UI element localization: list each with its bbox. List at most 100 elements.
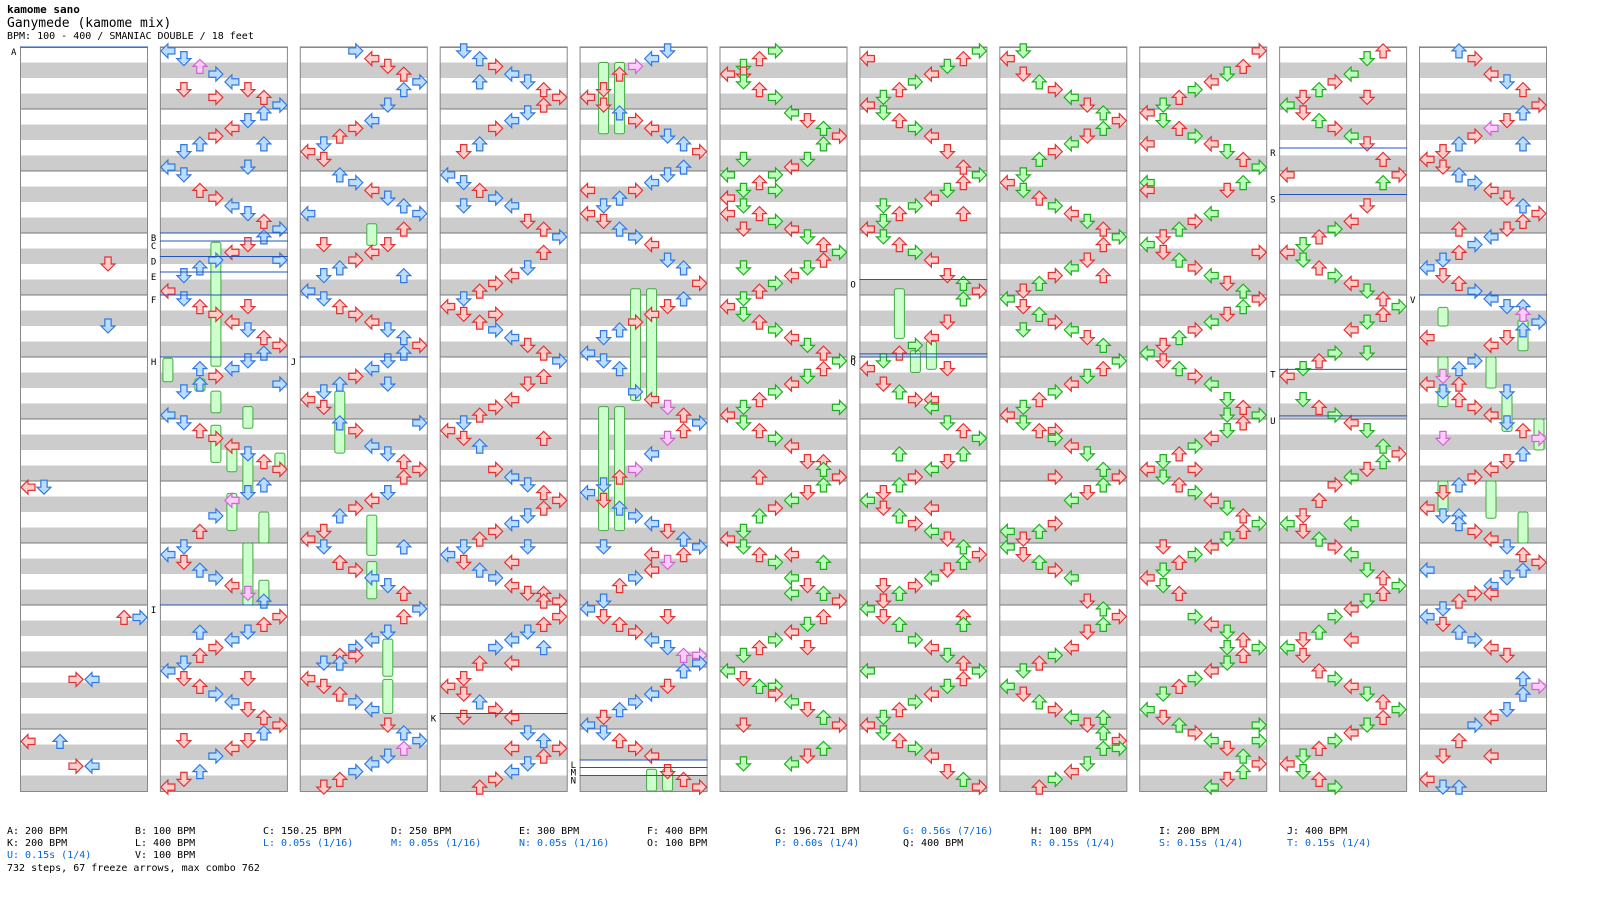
step-arrow — [455, 671, 473, 687]
step-arrow — [379, 97, 397, 113]
beat-band — [1139, 372, 1268, 388]
step-arrow — [1094, 709, 1112, 725]
step-arrow — [1343, 274, 1359, 292]
beat-band — [439, 558, 568, 574]
step-arrow — [1310, 112, 1328, 129]
step-arrow — [735, 66, 752, 82]
step-arrow — [1030, 306, 1048, 322]
step-arrow — [379, 237, 397, 253]
beat-band — [1419, 775, 1547, 791]
step-arrow — [1170, 717, 1188, 733]
step-arrow — [1310, 663, 1328, 679]
step-arrow — [611, 616, 629, 632]
beat-band — [1139, 713, 1268, 729]
step-arrow — [1063, 708, 1079, 726]
bpm-marker-label: C — [151, 242, 156, 252]
beat-band — [1419, 465, 1547, 481]
step-arrow — [1483, 577, 1499, 595]
step-arrow — [595, 353, 613, 369]
step-arrow — [1094, 360, 1112, 377]
step-arrow — [643, 236, 660, 254]
step-arrow — [1514, 298, 1532, 315]
step-arrow — [1498, 570, 1516, 586]
step-arrow — [719, 65, 736, 83]
step-arrow — [1094, 120, 1112, 136]
beat-band — [719, 93, 848, 109]
step-arrow — [783, 104, 800, 122]
beat-band — [1419, 403, 1547, 419]
step-arrow — [1047, 383, 1064, 401]
step-arrow — [1203, 135, 1219, 153]
step-arrow — [643, 561, 660, 579]
step-arrow — [348, 119, 364, 137]
beat-band — [579, 186, 708, 202]
step-arrow — [923, 189, 940, 207]
step-arrow — [874, 376, 892, 392]
step-arrow — [1279, 367, 1295, 385]
step-arrow — [767, 429, 784, 447]
step-arrow — [1374, 306, 1392, 322]
bpm-marker-label: U — [1270, 417, 1275, 427]
column-border — [20, 47, 148, 792]
beat-band — [439, 713, 568, 729]
step-arrow — [1374, 151, 1392, 167]
beat-band — [579, 372, 708, 388]
column-background — [1139, 47, 1268, 791]
step-arrow — [1094, 105, 1112, 121]
step-arrow — [471, 136, 489, 152]
beat-band — [1419, 310, 1547, 326]
step-arrow — [1047, 701, 1064, 719]
beat-band — [859, 403, 988, 419]
step-arrow — [1514, 136, 1532, 152]
step-arrow — [1078, 97, 1096, 113]
step-arrow — [1391, 298, 1407, 316]
beat-band — [20, 341, 148, 357]
step-arrow — [1498, 299, 1516, 315]
step-arrow — [1310, 740, 1328, 756]
step-arrow — [799, 454, 816, 470]
step-arrow — [1327, 608, 1343, 626]
step-arrow — [999, 677, 1015, 695]
beat-band — [1279, 62, 1408, 78]
beat-band — [299, 558, 428, 574]
step-arrow — [907, 119, 924, 137]
beat-band — [999, 372, 1128, 388]
step-arrow — [519, 624, 537, 640]
step-arrow — [224, 360, 240, 378]
beat-band — [299, 620, 428, 636]
step-arrow — [1327, 538, 1343, 556]
step-arrow — [1483, 460, 1499, 478]
step-arrow — [751, 283, 768, 299]
step-arrow — [954, 159, 972, 175]
step-arrow — [659, 430, 677, 447]
step-arrow — [659, 299, 677, 315]
step-arrow — [595, 593, 613, 609]
step-arrow — [471, 283, 489, 299]
bpm-marker-label: L — [571, 761, 576, 771]
step-arrow — [455, 539, 473, 555]
beat-band — [1139, 279, 1268, 295]
beat-band — [719, 341, 848, 357]
beat-band — [1279, 713, 1408, 729]
step-arrow — [783, 491, 800, 509]
step-arrow — [1218, 392, 1236, 408]
step-arrow — [379, 748, 397, 764]
beat-band — [1139, 62, 1268, 78]
step-arrow — [191, 136, 209, 152]
step-arrow — [971, 166, 988, 184]
chart-column — [719, 46, 848, 792]
step-arrow — [1483, 65, 1499, 83]
step-arrow — [1154, 454, 1172, 470]
step-arrow — [954, 608, 972, 625]
freeze-arrow — [598, 406, 610, 532]
step-arrow — [1078, 756, 1096, 772]
beat-band — [159, 496, 288, 512]
beat-band — [999, 465, 1128, 481]
step-arrow — [1391, 577, 1407, 595]
step-arrow — [51, 733, 69, 750]
freeze-arrow — [242, 542, 254, 606]
step-arrow — [1154, 539, 1172, 555]
step-arrow — [799, 578, 816, 594]
step-arrow — [1467, 282, 1483, 300]
step-arrow — [379, 58, 397, 75]
